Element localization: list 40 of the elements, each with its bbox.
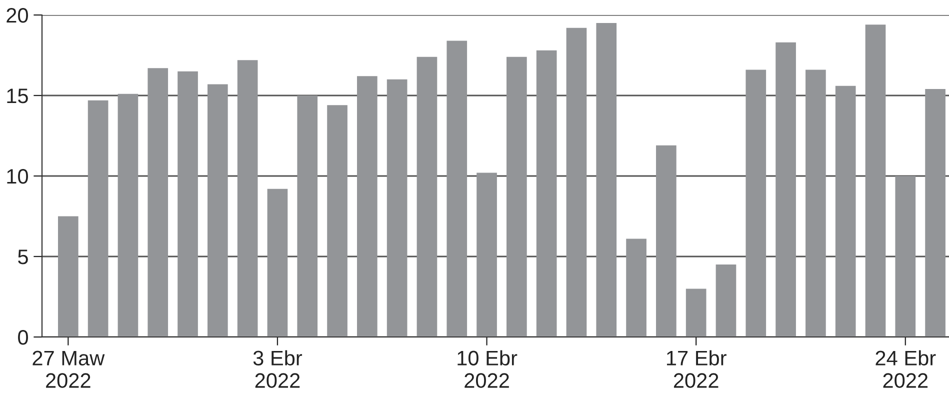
bar (297, 96, 318, 337)
bar (536, 50, 557, 337)
bar (118, 94, 138, 337)
bar (566, 28, 587, 337)
bar (835, 86, 856, 337)
bar (895, 176, 916, 337)
bar (506, 56, 527, 337)
bar (88, 100, 108, 337)
bar (776, 42, 796, 337)
bar (386, 79, 408, 337)
bar (416, 56, 438, 337)
bar (626, 238, 646, 337)
bar (148, 68, 168, 337)
bar (357, 76, 378, 337)
bar (716, 264, 736, 337)
bar (806, 70, 826, 337)
y-tick-label: 5 (18, 250, 28, 264)
x-tick-label: 17 Ebr 2022 (666, 350, 726, 388)
y-tick-label: 15 (7, 88, 28, 104)
bar (686, 288, 706, 337)
y-tick-label: 10 (7, 169, 28, 184)
bar (865, 24, 886, 337)
bar (178, 71, 198, 337)
x-tick-label: 3 Ebr 2022 (253, 350, 302, 388)
bar (925, 89, 946, 337)
y-tick-label: 20 (6, 8, 28, 23)
y-tick-label: 0 (18, 330, 28, 345)
x-tick-label: 10 Ebr 2022 (458, 350, 518, 388)
x-tick-label: 24 Ebr 2022 (876, 350, 936, 388)
bar (208, 84, 228, 337)
bar (237, 60, 258, 337)
bar (596, 23, 617, 337)
bar (746, 70, 766, 337)
bar (656, 145, 676, 337)
x-tick-label: 27 Maw 2022 (32, 350, 105, 388)
bar (446, 40, 468, 337)
bar (476, 172, 497, 337)
bar (267, 188, 288, 337)
bar (58, 216, 78, 337)
bar (327, 105, 348, 337)
